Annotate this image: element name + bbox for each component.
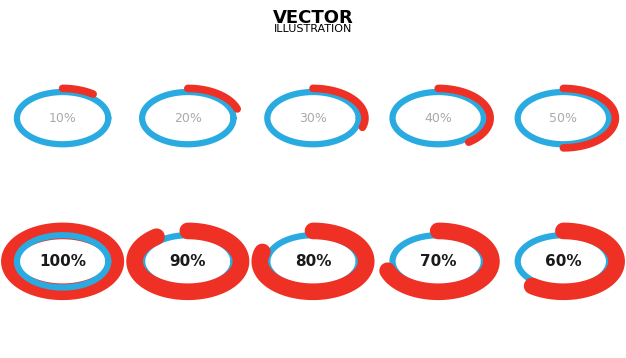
Text: VECTOR: VECTOR	[273, 9, 353, 27]
Text: 30%: 30%	[299, 112, 327, 125]
Text: 10%: 10%	[49, 112, 76, 125]
Text: 20%: 20%	[174, 112, 202, 125]
Text: 60%: 60%	[545, 254, 582, 269]
Text: 80%: 80%	[295, 254, 331, 269]
Text: 70%: 70%	[420, 254, 456, 269]
Text: 40%: 40%	[424, 112, 452, 125]
Text: ILLUSTRATION: ILLUSTRATION	[274, 24, 352, 34]
Text: 100%: 100%	[39, 254, 86, 269]
Text: 90%: 90%	[170, 254, 206, 269]
Text: 50%: 50%	[550, 112, 577, 125]
